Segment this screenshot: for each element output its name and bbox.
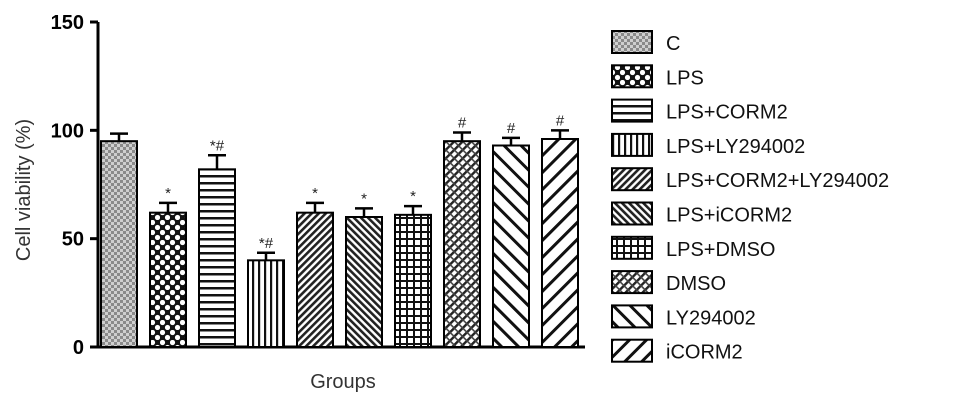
significance-label: *# <box>259 235 274 252</box>
bar-group: * <box>345 190 383 348</box>
bar <box>100 140 138 348</box>
legend-swatch <box>611 270 653 295</box>
bar <box>443 140 481 348</box>
legend-label: iCORM2 <box>666 342 743 364</box>
legend-swatch <box>611 338 653 363</box>
bars: **#*#* * *# # # <box>100 112 579 349</box>
legend-label: LPS+iCORM2 <box>666 205 792 227</box>
y-axis-title: Cell viability (%) <box>13 119 35 261</box>
bar-group <box>100 132 138 348</box>
legend-item: LPS <box>611 64 704 89</box>
legend-item: LY294002 <box>611 304 756 329</box>
bar-group: * <box>149 185 187 348</box>
bar-group: * <box>394 188 432 348</box>
significance-label: * <box>312 185 318 202</box>
bar-group: * <box>296 185 334 348</box>
bar-group: # <box>443 115 481 348</box>
legend-swatch <box>611 132 653 157</box>
significance-label: # <box>556 112 565 129</box>
legend-swatch <box>611 64 653 89</box>
legend-swatch <box>611 235 653 260</box>
bar <box>149 211 187 348</box>
legend-label: DMSO <box>666 273 726 295</box>
significance-label: * <box>361 190 367 207</box>
legend-label: LY294002 <box>666 307 756 329</box>
legend-swatch <box>611 201 653 226</box>
legend-label: LPS+LY294002 <box>666 136 805 158</box>
significance-label: * <box>410 188 416 205</box>
legend-item: DMSO <box>611 270 726 295</box>
significance-label: * <box>165 185 171 202</box>
legend: C LPS LPS+CORM2 LPS+LY294002 LPS+CORM2+LY294… <box>611 30 889 364</box>
bar-group: # <box>541 112 579 348</box>
bar <box>198 168 236 348</box>
y-tick-label: 100 <box>51 120 84 142</box>
bar <box>247 259 285 349</box>
legend-item: LPS+DMSO <box>611 235 775 261</box>
legend-item: LPS+CORM2 <box>611 98 788 124</box>
bar-group: *# <box>247 235 285 349</box>
bar-group: *# <box>198 137 236 348</box>
legend-swatch <box>611 30 653 54</box>
legend-item: LPS+CORM2+LY294002 <box>611 167 889 192</box>
significance-label: *# <box>210 137 225 154</box>
legend-item: LPS+LY294002 <box>611 132 805 158</box>
legend-item: iCORM2 <box>611 338 743 364</box>
bar <box>492 144 530 348</box>
legend-swatch <box>611 98 653 123</box>
legend-item: C <box>611 30 680 55</box>
x-axis-title: Groups <box>310 371 376 393</box>
bar <box>345 216 383 348</box>
legend-label: C <box>666 33 680 55</box>
legend-item: LPS+iCORM2 <box>611 201 792 227</box>
y-tick-label: 150 <box>51 12 84 34</box>
bar <box>296 211 334 348</box>
legend-label: LPS+CORM2+LY294002 <box>666 170 889 192</box>
significance-label: # <box>458 115 467 132</box>
legend-label: LPS+CORM2 <box>666 102 788 124</box>
bar <box>394 213 432 348</box>
y-tick-label: 50 <box>62 229 84 251</box>
y-tick-label: 0 <box>73 337 84 359</box>
legend-label: LPS+DMSO <box>666 239 775 261</box>
bar <box>541 138 579 348</box>
bar-group: # <box>492 120 530 348</box>
legend-swatch <box>611 304 653 329</box>
legend-swatch <box>611 167 653 192</box>
y-axis: 0 50 100 150 <box>51 12 100 359</box>
legend-label: LPS <box>666 67 704 89</box>
significance-label: # <box>507 120 516 137</box>
